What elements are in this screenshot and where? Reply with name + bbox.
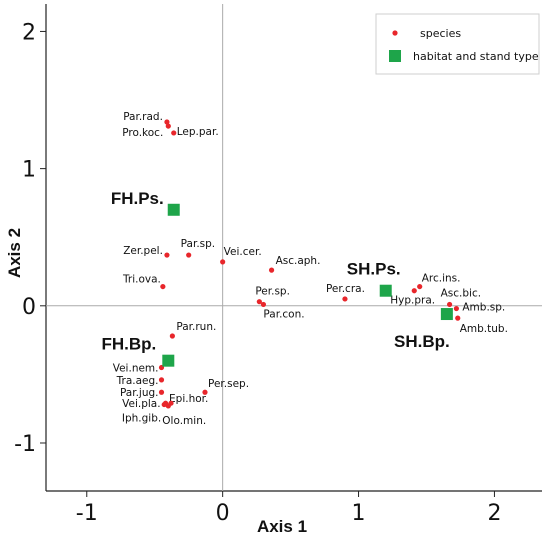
species-point — [455, 315, 461, 321]
species-label: Per.cra. — [326, 283, 365, 295]
species-label: Asc.bic. — [441, 287, 481, 299]
x-tick-label: 0 — [216, 501, 230, 526]
species-label: Asc.aph. — [276, 255, 321, 267]
species-point — [268, 267, 275, 273]
species-point — [453, 305, 459, 312]
species-label: Olo.min. — [162, 415, 206, 427]
species-label: Amb.tub. — [460, 323, 508, 335]
legend-box — [375, 13, 540, 75]
species-point — [164, 252, 170, 258]
habitat-point — [162, 354, 175, 367]
habitat-label: FH.Ps. — [111, 189, 164, 208]
axis-ticks: -1 0 1 2 -1 0 1 2 — [14, 20, 501, 526]
species-point — [256, 299, 262, 305]
species-point — [165, 123, 171, 129]
species-point — [417, 283, 423, 290]
species-label: Tri.ova. — [122, 274, 161, 286]
species-point — [260, 301, 267, 308]
species-point — [202, 389, 208, 395]
x-axis-title: Axis 1 — [257, 517, 307, 536]
species-label: Par.jug. — [120, 387, 159, 399]
species-point — [220, 259, 226, 265]
species-label: Zer.pel. — [123, 245, 163, 257]
habitat-point — [167, 203, 180, 216]
species-label: Pro.koc. — [122, 127, 163, 139]
y-tick-label: 2 — [22, 20, 36, 45]
y-tick-label: -1 — [14, 432, 36, 457]
species-point — [158, 389, 165, 395]
species-label: Par.sp. — [181, 238, 215, 250]
species-label: Vei.nem. — [113, 363, 159, 375]
species-point — [164, 119, 170, 125]
species-label: Tra.aeg. — [116, 375, 159, 387]
legend: species habitat and stand type — [375, 13, 540, 75]
species-point — [158, 377, 165, 383]
habitat-point — [379, 284, 392, 297]
x-tick-label: -1 — [76, 501, 98, 526]
species-label: Per.sp. — [255, 286, 290, 298]
x-tick-label: 1 — [352, 501, 366, 526]
species-label: Vei.pla. — [122, 398, 160, 410]
species-point — [161, 401, 167, 408]
species-label: Vei.cer. — [224, 246, 262, 258]
species-label: Par.con. — [263, 308, 304, 320]
species-point — [165, 403, 171, 409]
y-axis-title: Axis 2 — [5, 228, 24, 278]
habitat-label: FH.Bp. — [102, 335, 157, 354]
species-point — [411, 288, 417, 294]
species-label: Par.rad. — [123, 111, 163, 123]
zero-lines — [46, 4, 542, 491]
species-label: Iph.gib. — [122, 413, 161, 425]
species-point — [186, 252, 192, 258]
habitat-point — [440, 308, 453, 321]
species-label: Amb.sp. — [462, 302, 505, 314]
species-point — [169, 333, 175, 339]
habitat-label: SH.Ps. — [347, 260, 401, 279]
habitat-label: SH.Bp. — [394, 332, 450, 351]
species-label: Hyp.pra. — [390, 295, 435, 307]
y-tick-label: 0 — [22, 295, 36, 320]
y-tick-label: 1 — [22, 158, 36, 183]
species-label: Lep.par. — [177, 126, 219, 138]
species-point — [160, 283, 166, 290]
plot-frame — [45, 4, 542, 492]
legend-species-label: species — [420, 27, 461, 40]
legend-habitat-marker — [389, 50, 401, 62]
species-label: Par.run. — [176, 321, 216, 333]
x-tick-label: 2 — [487, 501, 501, 526]
legend-habitat-label: habitat and stand type — [413, 50, 539, 63]
species-point — [342, 296, 348, 302]
species-point — [171, 130, 177, 136]
species-label: Epi.hor. — [169, 393, 208, 405]
species-label: Arc.ins. — [422, 273, 461, 285]
species-point — [446, 301, 453, 308]
point-labels: Par.rad. Pro.koc. Lep.par. Zer.pel. Par.sp. V… — [102, 111, 508, 427]
species-label: Per.sep. — [208, 378, 249, 390]
habitat-points — [162, 203, 453, 367]
species-points — [158, 119, 461, 409]
legend-species-marker — [392, 30, 398, 36]
